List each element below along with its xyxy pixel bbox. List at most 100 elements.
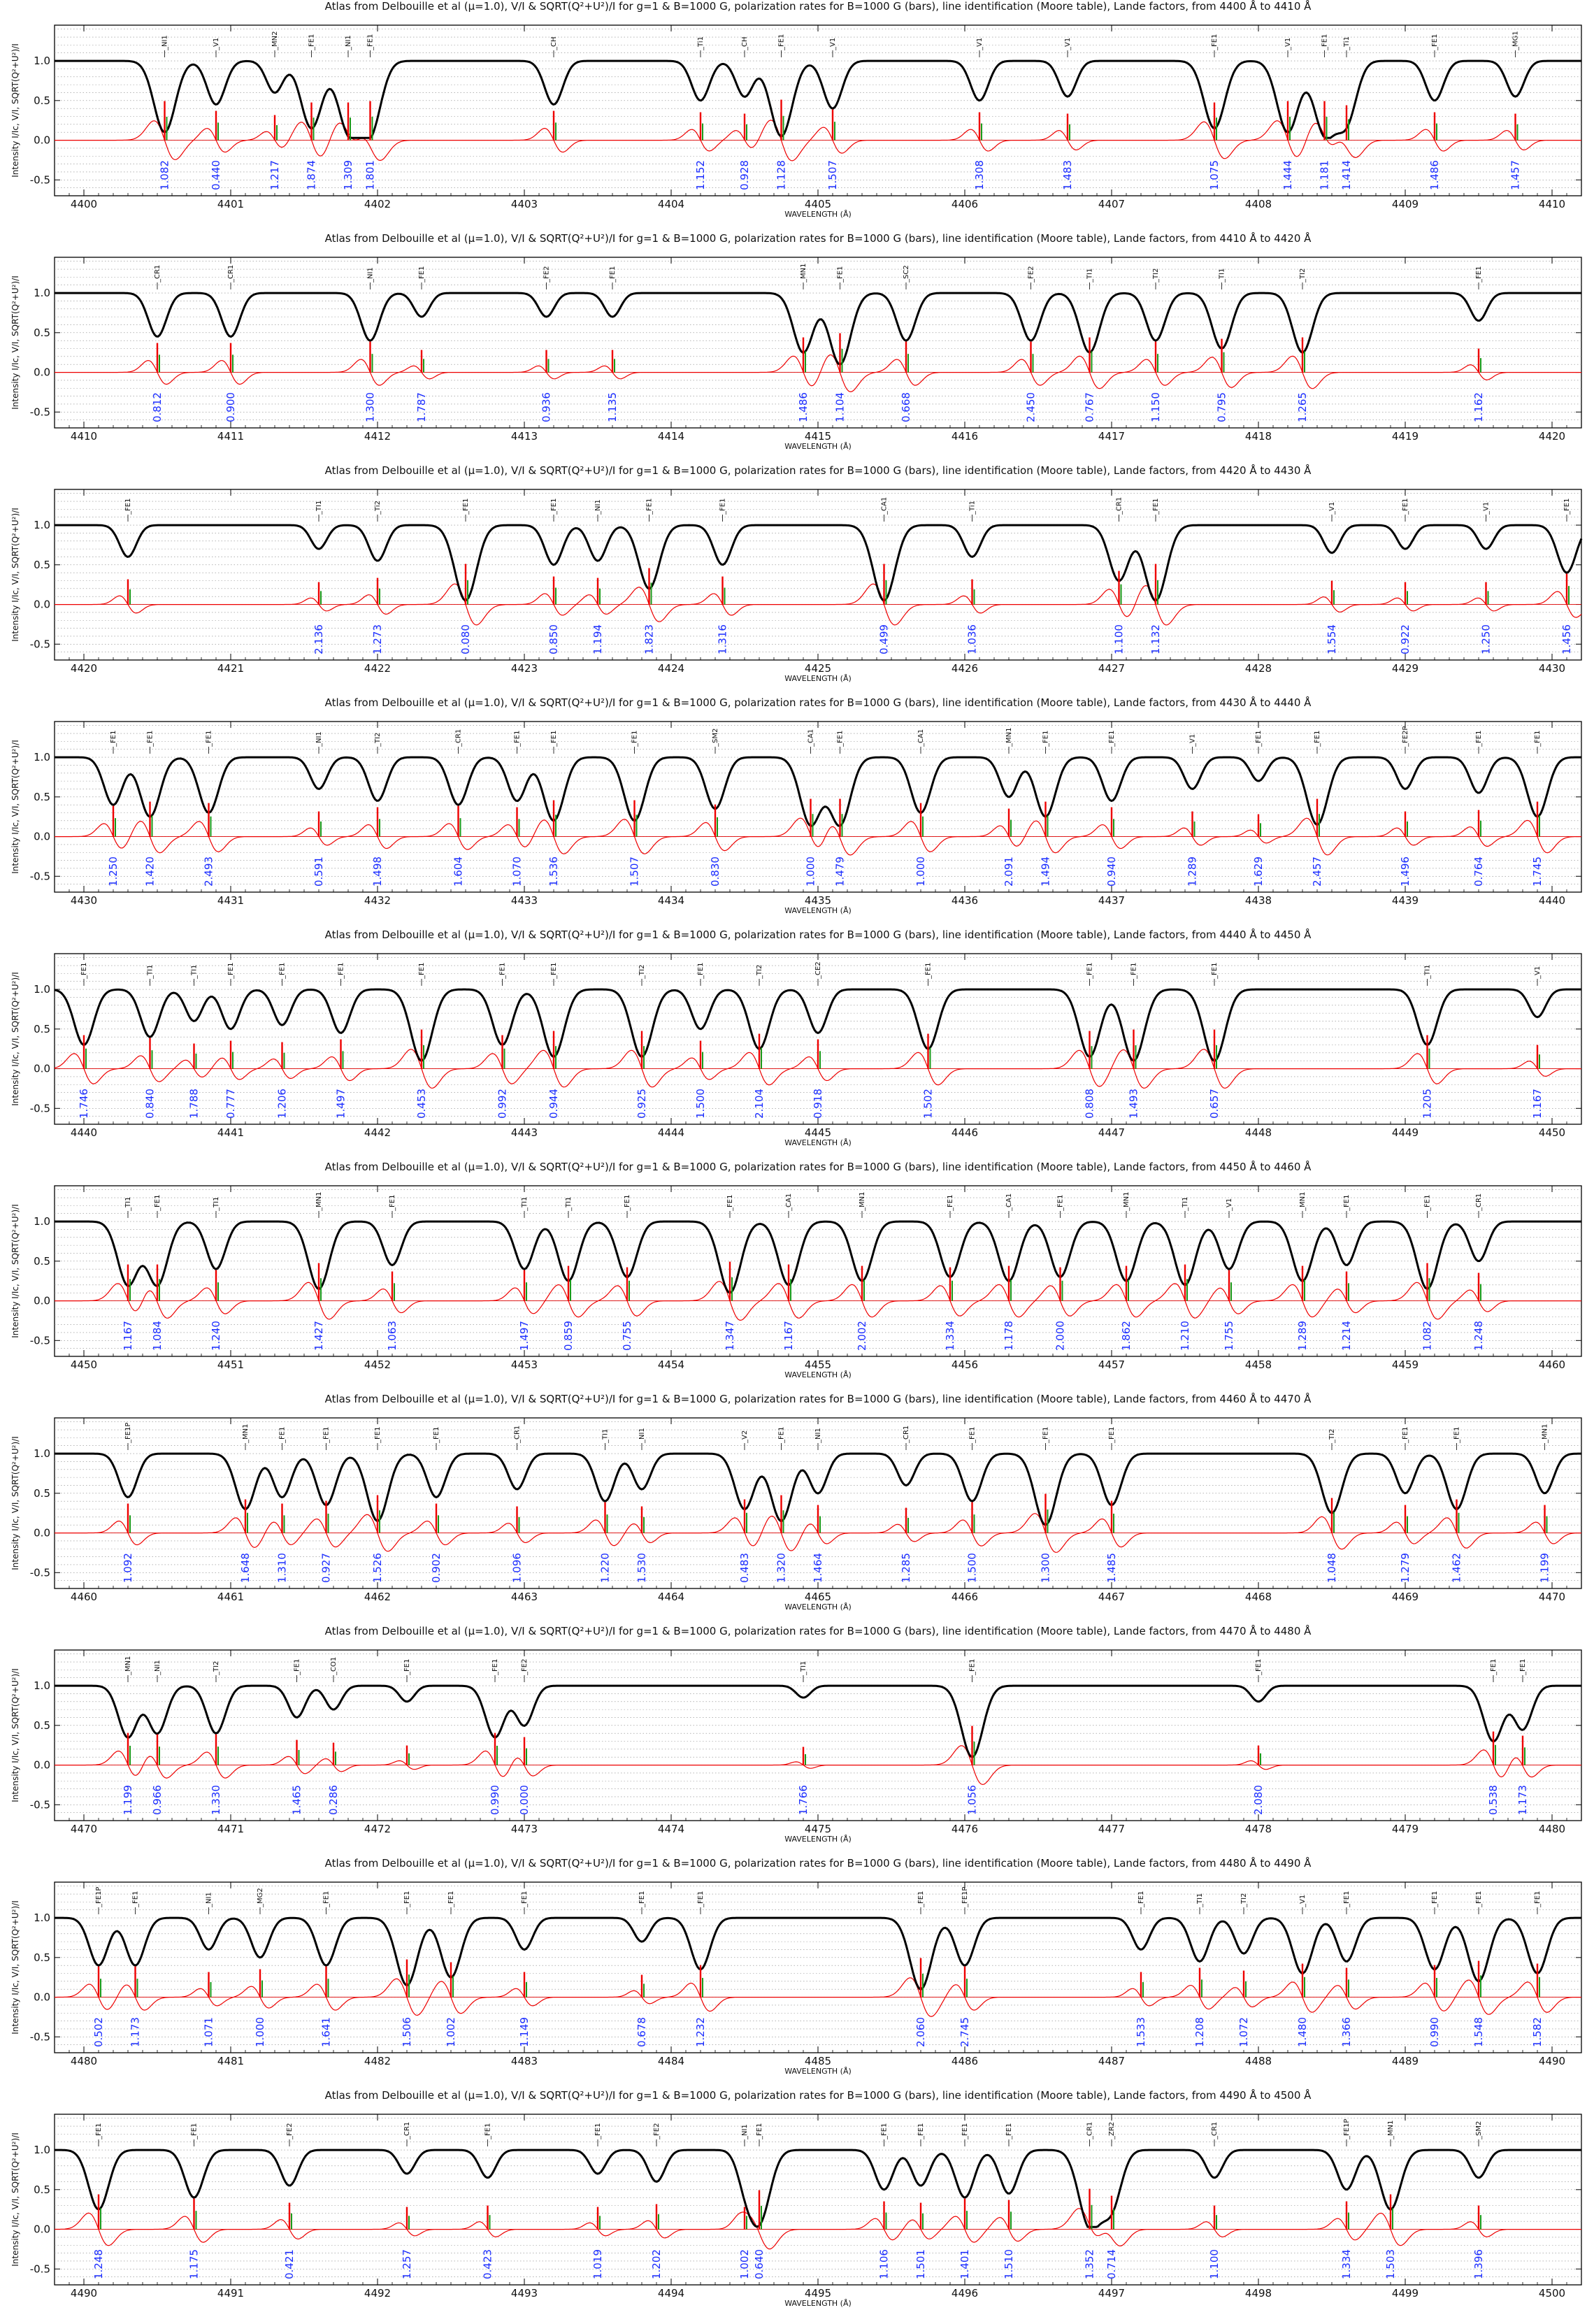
y-tick-label: 0.0 bbox=[34, 1991, 50, 2004]
stokes-v-series bbox=[55, 1977, 1581, 2017]
lande-factor-label: 2.450 bbox=[1025, 392, 1037, 422]
x-tick-label: 4448 bbox=[1245, 1126, 1272, 1139]
lande-factor-label: 1.056 bbox=[966, 1785, 979, 1815]
lande-factor-label: 1.310 bbox=[276, 1553, 289, 1583]
line-identification: _FE1 bbox=[1475, 1891, 1483, 1908]
line-identification: _FE1 bbox=[338, 963, 345, 980]
line-identification: _FE1 bbox=[638, 1891, 646, 1908]
x-tick-label: 4444 bbox=[658, 1126, 684, 1139]
intensity-series bbox=[55, 756, 1581, 828]
line-identification: _V1 bbox=[1189, 734, 1197, 747]
lande-factor-label: 1.533 bbox=[1135, 2017, 1147, 2047]
lande-factor-label: 0.990 bbox=[1428, 2017, 1441, 2047]
lande-factor-label: 0.640 bbox=[753, 2249, 766, 2279]
line-identification: _MN1 bbox=[124, 1656, 132, 1676]
y-tick-label: 0.5 bbox=[34, 559, 50, 571]
lande-factor-label: 1.285 bbox=[900, 1553, 912, 1583]
line-identification: _TI1 bbox=[147, 965, 155, 980]
lande-factor-label: 1.788 bbox=[188, 1089, 201, 1119]
lande-factor-label: 1.248 bbox=[1472, 1321, 1485, 1351]
x-tick-label: 4417 bbox=[1098, 430, 1125, 443]
x-tick-label: 4480 bbox=[1539, 1823, 1565, 1835]
lande-factor-label: 0.966 bbox=[151, 1785, 164, 1815]
x-axis-label: WAVELENGTH (Å) bbox=[784, 1370, 852, 1379]
x-tick-label: 4425 bbox=[805, 662, 831, 675]
line-identification: _FE1 bbox=[499, 963, 507, 980]
lande-factor-label: 1.214 bbox=[1340, 1321, 1353, 1351]
x-tick-label: 4453 bbox=[511, 1358, 538, 1371]
x-tick-label: 4493 bbox=[511, 2287, 538, 2300]
lande-factor-label: 0.840 bbox=[144, 1089, 157, 1119]
lande-factor-label: 1.787 bbox=[415, 392, 428, 422]
lande-factor-label: 1.173 bbox=[1516, 1785, 1529, 1815]
lande-factor-label: 1.220 bbox=[599, 1553, 612, 1583]
x-tick-label: 4413 bbox=[511, 430, 538, 443]
lande-factor-label: 1.167 bbox=[122, 1321, 134, 1351]
lande-factor-label: 0.808 bbox=[1084, 1089, 1096, 1119]
x-axis-label: WAVELENGTH (Å) bbox=[784, 2299, 852, 2308]
line-identification: _FE1 bbox=[697, 963, 705, 980]
line-identification: _FE1 bbox=[756, 2123, 763, 2140]
x-tick-label: 4440 bbox=[1539, 894, 1565, 907]
panel-title: Atlas from Delbouille et al (μ=1.0), V/I… bbox=[325, 1624, 1312, 1637]
line-identification: _FE1 bbox=[1475, 266, 1483, 283]
lande-factor-label: 1.320 bbox=[775, 1553, 788, 1583]
lande-factor-label: 1.479 bbox=[834, 856, 847, 887]
line-identification: _CR1 bbox=[1475, 1193, 1483, 1212]
line-identification: _CA1 bbox=[917, 729, 925, 747]
lande-factor-label: 0.502 bbox=[92, 2017, 105, 2047]
line-identification: _V1 bbox=[213, 38, 220, 51]
y-tick-label: 0.0 bbox=[34, 134, 50, 147]
x-tick-label: 4464 bbox=[658, 1591, 684, 1603]
x-tick-label: 4468 bbox=[1245, 1591, 1272, 1603]
line-identification: _CA1 bbox=[881, 497, 889, 515]
lande-factor-label: 1.641 bbox=[320, 2017, 333, 2047]
line-identification: _TI1 bbox=[191, 965, 199, 980]
lande-factor-label: 2.104 bbox=[753, 1089, 766, 1119]
panel-6: Atlas from Delbouille et al (μ=1.0), V/I… bbox=[10, 1160, 1582, 1379]
lande-factor-label: 1.548 bbox=[1472, 2017, 1485, 2047]
line-identification: _FE1 bbox=[403, 1891, 411, 1908]
x-tick-label: 4472 bbox=[364, 1823, 391, 1835]
lande-factor-label: 1.104 bbox=[834, 392, 847, 422]
x-tick-label: 4460 bbox=[1539, 1358, 1565, 1371]
panel-7: Atlas from Delbouille et al (μ=1.0), V/I… bbox=[10, 1392, 1582, 1612]
y-tick-label: 1.0 bbox=[34, 751, 50, 763]
lande-factor-label: 0.859 bbox=[562, 1321, 575, 1351]
lande-factor-label: 1.755 bbox=[1223, 1321, 1235, 1351]
panel-title: Atlas from Delbouille et al (μ=1.0), V/I… bbox=[325, 1160, 1312, 1173]
lande-factor-label: 1.100 bbox=[1208, 2249, 1221, 2279]
lande-factor-label: 1.396 bbox=[1472, 2249, 1485, 2279]
line-identification: _FE1 bbox=[631, 731, 639, 747]
y-axis-label: Intensity I/Ic, V/I, SQRT(Q²+U²)/I bbox=[10, 1668, 20, 1802]
y-axis-label: Intensity I/Ic, V/I, SQRT(Q²+U²)/I bbox=[10, 740, 20, 874]
x-tick-label: 4400 bbox=[71, 198, 97, 210]
x-tick-label: 4465 bbox=[805, 1591, 831, 1603]
lande-factor-label: 0.795 bbox=[1216, 392, 1228, 422]
plot-frame bbox=[54, 489, 1582, 661]
stokes-v-series bbox=[54, 1049, 1581, 1089]
x-axis-label: WAVELENGTH (Å) bbox=[784, 210, 852, 219]
lande-factor-label: 1.250 bbox=[1480, 624, 1493, 654]
lande-factor-label: 1.173 bbox=[129, 2017, 142, 2047]
x-tick-label: 4406 bbox=[952, 198, 978, 210]
line-identification: _FE1 bbox=[1255, 731, 1263, 747]
y-tick-label: -0.5 bbox=[30, 1798, 50, 1811]
x-axis-label: WAVELENGTH (Å) bbox=[784, 442, 852, 451]
lande-factor-label: 0.755 bbox=[621, 1321, 633, 1351]
line-identification: _FE2 bbox=[653, 2123, 661, 2140]
y-tick-label: 0.5 bbox=[34, 327, 50, 339]
line-identification: _FE1 bbox=[1563, 498, 1571, 515]
panel-2: Atlas from Delbouille et al (μ=1.0), V/I… bbox=[10, 231, 1582, 451]
panel-4: Atlas from Delbouille et al (μ=1.0), V/I… bbox=[10, 696, 1582, 915]
lande-factor-label: 1.874 bbox=[306, 160, 318, 190]
lande-factor-label: 1.082 bbox=[1421, 1321, 1434, 1351]
line-identification: _MN1 bbox=[242, 1424, 250, 1444]
lande-factor-label: 2.493 bbox=[203, 856, 215, 887]
line-identification: _FE1 bbox=[323, 1427, 331, 1444]
lande-factor-label: 1.506 bbox=[401, 2017, 413, 2047]
x-tick-label: 4411 bbox=[217, 430, 244, 443]
x-tick-label: 4439 bbox=[1392, 894, 1419, 907]
line-identification: _TI1 bbox=[124, 1197, 132, 1212]
